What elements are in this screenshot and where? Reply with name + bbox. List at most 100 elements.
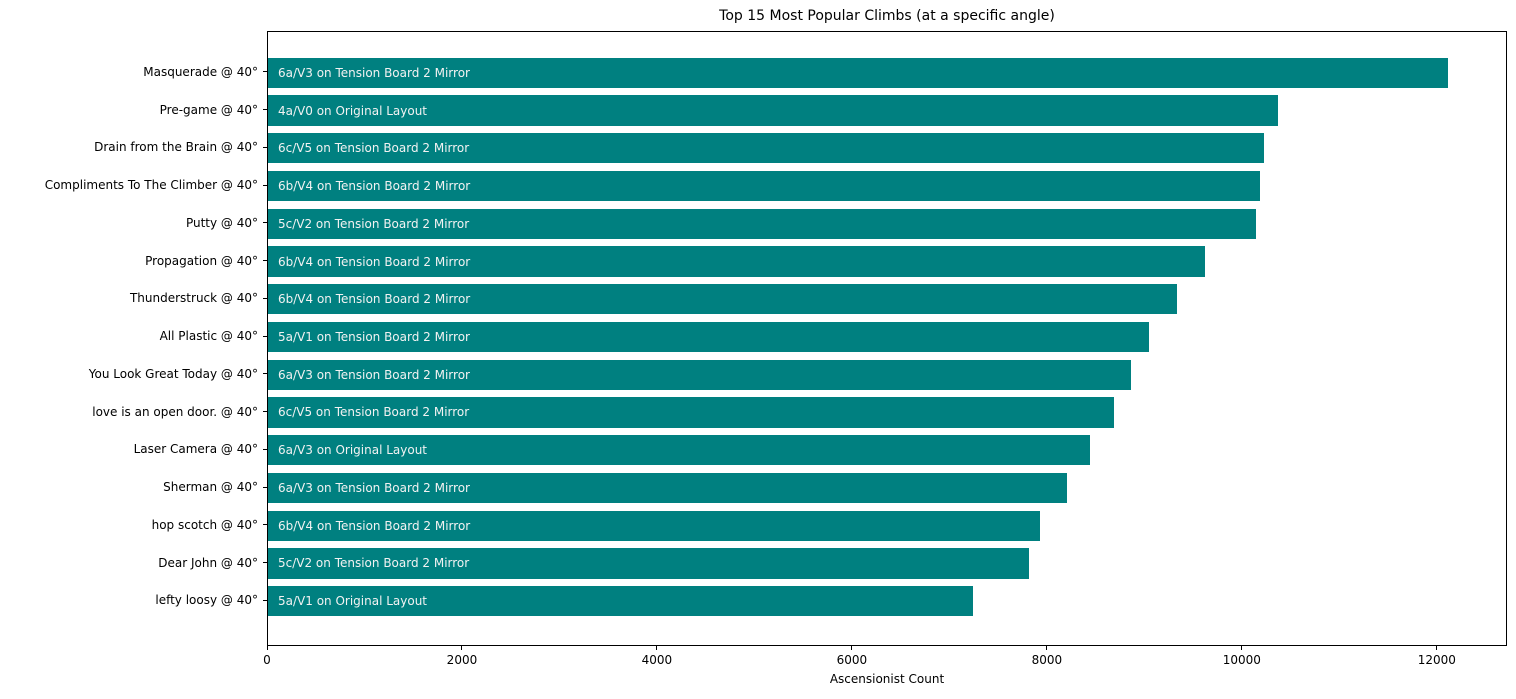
chart-title: Top 15 Most Popular Climbs (at a specifi… <box>719 8 1055 24</box>
bar: 6a/V3 on Tension Board 2 Mirror <box>268 57 1448 89</box>
x-tick-label: 2000 <box>446 653 478 667</box>
bar-row: 5c/V2 on Tension Board 2 Mirror <box>268 545 1506 583</box>
y-tick-mark <box>263 71 267 73</box>
y-tick-label: Laser Camera @ 40° <box>133 442 258 457</box>
x-axis-title: Ascensionist Count <box>829 672 945 686</box>
y-tick-row: Putty @ 40° <box>0 204 267 242</box>
bar-inner-label: 6b/V4 on Tension Board 2 Mirror <box>278 518 471 533</box>
y-tick-mark <box>263 411 267 413</box>
x-tick-mark <box>1436 646 1438 650</box>
y-tick-mark <box>263 599 267 601</box>
y-tick-mark <box>263 222 267 224</box>
bar-row: 6b/V4 on Tension Board 2 Mirror <box>268 507 1506 545</box>
bar-row: 6a/V3 on Tension Board 2 Mirror <box>268 356 1506 394</box>
bar: 6a/V3 on Original Layout <box>268 435 1091 466</box>
x-tick-label: 10000 <box>1222 653 1261 667</box>
bar-row: 6c/V5 on Tension Board 2 Mirror <box>268 129 1506 167</box>
bar: 5c/V2 on Tension Board 2 Mirror <box>268 548 1030 579</box>
y-tick-row: hop scotch @ 40° <box>0 506 267 544</box>
bar-inner-label: 6a/V3 on Original Layout <box>278 443 428 458</box>
y-tick-label: Masquerade @ 40° <box>143 64 258 79</box>
y-tick-row: Propagation @ 40° <box>0 242 267 280</box>
y-tick-row: Masquerade @ 40° <box>0 53 267 91</box>
x-tick-mark <box>266 646 268 650</box>
y-tick-mark <box>263 524 267 526</box>
bar-row: 6c/V5 on Tension Board 2 Mirror <box>268 394 1506 432</box>
bar: 6c/V5 on Tension Board 2 Mirror <box>268 397 1114 428</box>
x-tick-mark <box>1241 646 1243 650</box>
bar: 6b/V4 on Tension Board 2 Mirror <box>268 284 1178 315</box>
y-tick-label: Putty @ 40° <box>185 215 258 230</box>
y-tick-row: You Look Great Today @ 40° <box>0 355 267 393</box>
bar: 5a/V1 on Original Layout <box>268 586 973 617</box>
bar-row: 6b/V4 on Tension Board 2 Mirror <box>268 167 1506 205</box>
bar-inner-label: 5a/V1 on Original Layout <box>278 594 428 609</box>
y-tick-mark <box>263 335 267 337</box>
bar-inner-label: 5c/V2 on Tension Board 2 Mirror <box>278 216 470 231</box>
y-tick-row: Dear John @ 40° <box>0 544 267 582</box>
y-tick-row: Drain from the Brain @ 40° <box>0 129 267 167</box>
bar-row: 5c/V2 on Tension Board 2 Mirror <box>268 205 1506 243</box>
y-tick-row: Thunderstruck @ 40° <box>0 280 267 318</box>
bar-row: 5a/V1 on Original Layout <box>268 582 1506 620</box>
x-tick-mark <box>1046 646 1048 650</box>
x-tick-mark <box>851 646 853 650</box>
bar-inner-label: 6b/V4 on Tension Board 2 Mirror <box>278 179 471 194</box>
bar-inner-label: 5c/V2 on Tension Board 2 Mirror <box>278 556 470 571</box>
bar-inner-label: 6a/V3 on Tension Board 2 Mirror <box>278 367 470 382</box>
x-tick-label: 12000 <box>1417 653 1456 667</box>
y-tick-row: lefty loosy @ 40° <box>0 582 267 620</box>
y-tick-label: love is an open door. @ 40° <box>92 404 258 419</box>
y-tick-label: Propagation @ 40° <box>145 253 258 268</box>
bar-inner-label: 6a/V3 on Tension Board 2 Mirror <box>278 65 470 80</box>
y-tick-row: Compliments To The Climber @ 40° <box>0 166 267 204</box>
y-tick-mark <box>263 297 267 299</box>
x-tick-mark <box>656 646 658 650</box>
bar-inner-label: 6c/V5 on Tension Board 2 Mirror <box>278 141 470 156</box>
bar-rows: 6a/V3 on Tension Board 2 Mirror 4a/V0 on … <box>268 32 1506 645</box>
bar-row: 6a/V3 on Original Layout <box>268 431 1506 469</box>
bar: 5c/V2 on Tension Board 2 Mirror <box>268 208 1256 239</box>
y-axis-labels: Masquerade @ 40° Pre-game @ 40° Drain from… <box>0 31 267 646</box>
plot-area: 6a/V3 on Tension Board 2 Mirror 4a/V0 on … <box>267 31 1507 646</box>
y-tick-row: love is an open door. @ 40° <box>0 393 267 431</box>
bar-inner-label: 6b/V4 on Tension Board 2 Mirror <box>278 292 471 307</box>
bar: 6b/V4 on Tension Board 2 Mirror <box>268 510 1040 541</box>
y-tick-label: Compliments To The Climber @ 40° <box>44 178 258 193</box>
x-tick-label: 4000 <box>641 653 673 667</box>
y-tick-label: All Plastic @ 40° <box>159 329 258 344</box>
y-tick-mark <box>263 373 267 375</box>
y-tick-mark <box>263 184 267 186</box>
y-tick-mark <box>263 146 267 148</box>
y-tick-label: Thunderstruck @ 40° <box>129 291 258 306</box>
bar-inner-label: 6c/V5 on Tension Board 2 Mirror <box>278 405 470 420</box>
bar-row: 6b/V4 on Tension Board 2 Mirror <box>268 280 1506 318</box>
bar: 5a/V1 on Tension Board 2 Mirror <box>268 321 1149 353</box>
y-tick-mark <box>263 562 267 564</box>
y-tick-mark <box>263 109 267 111</box>
bar: 6c/V5 on Tension Board 2 Mirror <box>268 133 1264 164</box>
x-tick-mark <box>461 646 463 650</box>
y-tick-row: All Plastic @ 40° <box>0 317 267 355</box>
bar: 6b/V4 on Tension Board 2 Mirror <box>268 246 1206 277</box>
y-tick-label: Pre-game @ 40° <box>159 102 258 117</box>
bar: 4a/V0 on Original Layout <box>268 95 1279 126</box>
bar-inner-label: 5a/V1 on Tension Board 2 Mirror <box>278 330 470 344</box>
bar-inner-label: 4a/V0 on Original Layout <box>278 103 428 118</box>
x-tick-label: 8000 <box>1031 653 1063 667</box>
bar: 6b/V4 on Tension Board 2 Mirror <box>268 170 1260 202</box>
y-tick-label: Sherman @ 40° <box>163 480 258 495</box>
bar: 6a/V3 on Tension Board 2 Mirror <box>268 472 1068 504</box>
bar-inner-label: 6b/V4 on Tension Board 2 Mirror <box>278 254 471 269</box>
y-tick-row: Sherman @ 40° <box>0 468 267 506</box>
y-tick-mark <box>263 448 267 450</box>
bar-row: 6a/V3 on Tension Board 2 Mirror <box>268 54 1506 92</box>
y-tick-label: Dear John @ 40° <box>158 555 258 570</box>
x-axis-ticks: 0 2000 4000 6000 8000 10000 12000 <box>263 646 1507 682</box>
bar-row: 4a/V0 on Original Layout <box>268 92 1506 130</box>
y-tick-label: Drain from the Brain @ 40° <box>94 140 258 155</box>
y-tick-row: Laser Camera @ 40° <box>0 431 267 469</box>
y-tick-row: Pre-game @ 40° <box>0 91 267 129</box>
bar-row: 5a/V1 on Tension Board 2 Mirror <box>268 318 1506 356</box>
